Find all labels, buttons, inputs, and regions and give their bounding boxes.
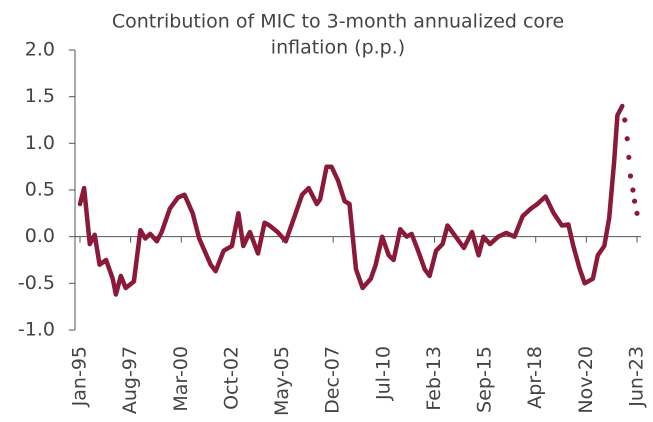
x-tick-label: Jan-95 — [69, 346, 91, 407]
x-tick-label: Aug-97 — [119, 346, 141, 414]
y-tick-label: -1.0 — [18, 319, 55, 341]
x-tick-label: Jun-23 — [626, 346, 648, 408]
projection-point — [634, 210, 640, 216]
x-tick-label: Feb-13 — [423, 346, 445, 411]
x-tick-label: Dec-07 — [322, 346, 344, 414]
y-tick-label: 1.0 — [25, 132, 55, 154]
x-tick-label: Sep-15 — [474, 346, 496, 413]
x-tick-label: Mar-00 — [170, 346, 192, 412]
x-tick-label: Apr-18 — [524, 346, 546, 409]
x-tick-label: Jul-10 — [372, 346, 394, 401]
x-tick-label: May-05 — [271, 346, 293, 416]
projection-point — [630, 187, 636, 193]
projection-point — [624, 136, 630, 142]
x-tick-label: Oct-02 — [220, 346, 242, 410]
projection-point — [626, 154, 632, 160]
projection-point — [627, 173, 634, 179]
chart-title: Contribution of MIC to 3-month annualize… — [112, 11, 564, 33]
y-tick-label: 1.5 — [25, 85, 55, 107]
projection-point — [622, 117, 628, 123]
x-tick-label: Nov-20 — [575, 346, 597, 414]
y-tick-label: 0.5 — [25, 179, 55, 201]
line — [77, 103, 625, 297]
y-tick-label: 0.0 — [25, 225, 55, 247]
y-tick-label: -0.5 — [18, 272, 55, 294]
chart-title: inflation (p.p.) — [271, 37, 405, 59]
y-tick-label: 2.0 — [25, 39, 55, 61]
projection-point — [631, 198, 638, 204]
